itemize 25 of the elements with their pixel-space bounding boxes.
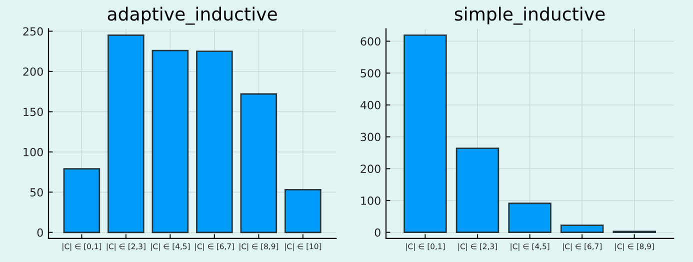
- chart-title: simple_inductive: [454, 6, 605, 25]
- bar: [240, 93, 278, 234]
- bar: [152, 50, 189, 234]
- bar: [560, 224, 604, 234]
- bar: [404, 34, 447, 234]
- y-tick-label: 200: [360, 164, 380, 174]
- y-tick-label: 400: [360, 100, 380, 110]
- y-tick-label: 100: [361, 196, 380, 205]
- y-tick-label: 150: [24, 108, 43, 116]
- y-tick-label: 500: [360, 69, 380, 78]
- y-tick-label: 100: [24, 148, 43, 156]
- bar: [284, 189, 322, 234]
- y-tick-label: 0: [37, 228, 43, 237]
- chart-title: adaptive_inductive: [108, 6, 277, 25]
- y-tick-label: 600: [360, 37, 380, 46]
- y-tick-label: 250: [23, 27, 43, 36]
- y-tick-label: 200: [23, 67, 43, 76]
- bar: [108, 34, 144, 234]
- bar: [508, 202, 552, 234]
- y-tick-label: 0: [374, 228, 380, 237]
- y-tick-label: 50: [30, 188, 43, 197]
- bar: [456, 148, 500, 234]
- bar: [63, 168, 100, 234]
- bar: [196, 50, 233, 234]
- y-tick-label: 300: [360, 132, 380, 142]
